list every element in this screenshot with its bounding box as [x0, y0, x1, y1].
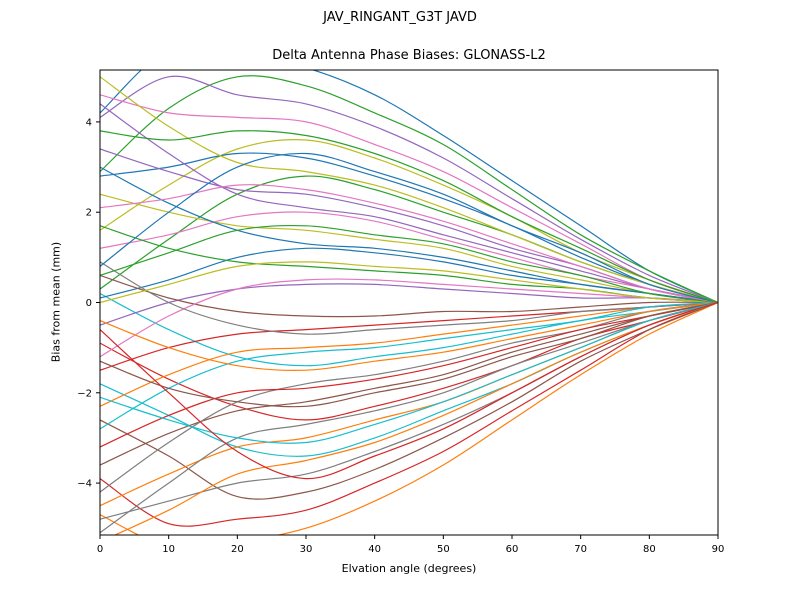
plot-line: [100, 152, 718, 304]
plot-line: [100, 292, 718, 367]
plot-line: [113, 301, 718, 535]
plot-line: [100, 103, 718, 304]
plot-line: [100, 70, 718, 304]
plot-line: [100, 193, 718, 304]
figure-suptitle: JAV_RINGANT_G3T JAVD: [323, 10, 477, 25]
x-tick-label: 0: [97, 544, 103, 555]
plot-line: [100, 184, 718, 304]
x-tick-label: 70: [574, 544, 587, 555]
plot-line: [100, 152, 718, 304]
plot-line: [100, 301, 718, 408]
plot-line: [100, 301, 718, 457]
x-tick-label: 50: [437, 544, 450, 555]
plot-line: [100, 301, 718, 371]
plot-line: [100, 301, 718, 448]
plot-line: [100, 301, 718, 480]
plot-line: [100, 301, 718, 421]
plot-line: [100, 301, 718, 444]
plot-line: [100, 130, 718, 304]
y-tick-label: −4: [77, 479, 92, 490]
plot-line: [100, 301, 718, 407]
y-tick-label: 2: [86, 208, 92, 219]
x-tick-label: 10: [162, 544, 175, 555]
plot-line: [100, 224, 718, 304]
plot-line: [100, 301, 718, 430]
plot-line: [100, 301, 718, 534]
x-tick-label: 40: [368, 544, 381, 555]
plot-line: [100, 301, 718, 500]
plot-line: [100, 75, 718, 304]
plot-line: [100, 139, 718, 304]
x-axis-label: Elvation angle (degrees): [341, 562, 477, 575]
y-tick-label: −2: [77, 388, 92, 399]
plot-line: [100, 76, 718, 304]
plot-line: [100, 301, 718, 527]
plot-line: [100, 94, 718, 304]
plot-line: [100, 301, 718, 507]
plot-line: [100, 274, 718, 318]
plot-line: [100, 301, 718, 493]
x-tick-label: 80: [643, 544, 656, 555]
plot-lines: [100, 70, 718, 535]
plot-line: [100, 283, 718, 326]
axes-title: Delta Antenna Phase Biases: GLONASS-L2: [272, 48, 546, 63]
plot-line: [100, 211, 718, 304]
y-tick-label: 0: [86, 298, 92, 309]
x-tick-label: 30: [300, 544, 313, 555]
plot-line: [100, 261, 718, 304]
x-tick-label: 20: [231, 544, 244, 555]
plot-line: [100, 75, 718, 304]
plot-line: [100, 301, 718, 535]
plot-line: [100, 278, 718, 358]
y-tick-label: 4: [86, 117, 92, 128]
plot-line: [100, 166, 718, 304]
x-tick-label: 60: [506, 544, 519, 555]
x-tick-label: 90: [712, 544, 725, 555]
plot-line: [100, 261, 718, 335]
